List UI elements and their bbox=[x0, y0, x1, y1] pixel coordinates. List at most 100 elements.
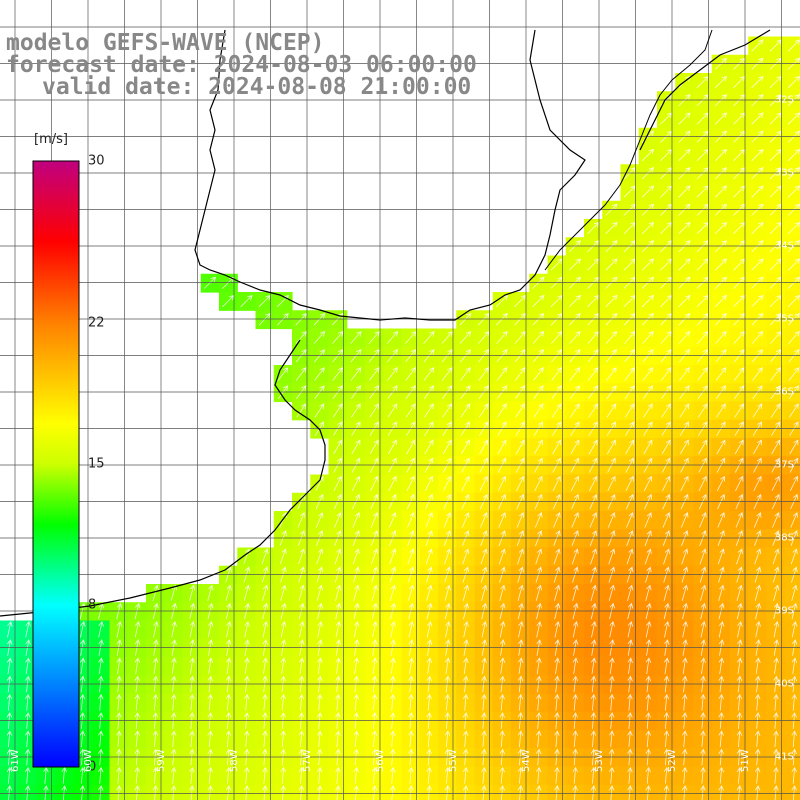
wind-speed-cell bbox=[547, 310, 567, 330]
wind-speed-cell bbox=[784, 255, 800, 275]
wind-speed-cell bbox=[711, 492, 731, 512]
wind-arrow bbox=[462, 584, 470, 601]
wind-arrow bbox=[587, 367, 599, 381]
wind-arrow bbox=[642, 367, 654, 381]
wind-speed-cell bbox=[766, 200, 786, 220]
wind-speed-cell bbox=[383, 438, 403, 457]
wind-arrow bbox=[444, 730, 451, 748]
wind-speed-cell bbox=[784, 73, 800, 92]
argentina-coastline bbox=[0, 339, 326, 617]
wind-speed-cell bbox=[328, 365, 348, 384]
wind-speed-cell bbox=[766, 54, 786, 74]
wind-arrow bbox=[606, 421, 617, 436]
wind-speed-cell bbox=[784, 784, 800, 800]
wind-arrow bbox=[481, 657, 487, 675]
wind-arrow bbox=[627, 584, 634, 601]
wind-arrow bbox=[407, 548, 415, 565]
wind-speed-cell bbox=[620, 456, 640, 476]
wind-speed-cell bbox=[547, 346, 567, 366]
wind-arrow bbox=[371, 657, 378, 675]
wind-arrow bbox=[591, 620, 597, 638]
wind-speed-cell bbox=[748, 91, 768, 111]
wind-speed-cell bbox=[766, 328, 786, 348]
wind-speed-cell bbox=[784, 401, 800, 421]
wind-arrow bbox=[280, 584, 287, 601]
wind-speed-cell bbox=[620, 438, 640, 457]
wind-arrow bbox=[733, 367, 745, 381]
wind-speed-cell bbox=[675, 273, 695, 293]
wind-arrow bbox=[153, 620, 159, 638]
wind-speed-cell bbox=[711, 91, 731, 111]
wind-arrow bbox=[459, 349, 472, 363]
wind-arrow bbox=[533, 385, 544, 400]
wind-arrow bbox=[752, 421, 763, 436]
wind-arrow bbox=[716, 421, 726, 436]
wind-speed-cell bbox=[401, 474, 421, 494]
wind-arrow bbox=[98, 620, 104, 638]
wind-arrow bbox=[80, 620, 86, 638]
wind-arrow bbox=[369, 439, 379, 455]
wind-speed-cell bbox=[565, 310, 585, 330]
wind-arrow bbox=[369, 385, 380, 400]
wind-speed-cell bbox=[730, 438, 749, 457]
wind-arrow bbox=[405, 349, 417, 363]
wind-arrow bbox=[661, 385, 672, 400]
wind-speed-cell bbox=[383, 492, 403, 512]
wind-speed-cell bbox=[365, 383, 384, 403]
wind-arrow bbox=[333, 439, 343, 455]
wind-speed-cell bbox=[511, 346, 530, 366]
wind-speed-cell bbox=[657, 346, 676, 366]
wind-speed-cell bbox=[711, 164, 731, 184]
wind-arrow bbox=[280, 693, 286, 711]
wind-speed-cell bbox=[711, 219, 731, 238]
wind-speed-cell bbox=[511, 365, 530, 384]
wind-arrow bbox=[734, 439, 744, 455]
wind-arrow bbox=[462, 766, 469, 784]
wind-speed-cell bbox=[784, 492, 800, 512]
wind-arrow bbox=[368, 349, 380, 363]
wind-arrow bbox=[426, 766, 432, 784]
wind-arrow bbox=[700, 766, 706, 784]
wind-arrow bbox=[572, 766, 578, 784]
wind-arrow bbox=[387, 439, 397, 455]
wind-speed-cell bbox=[675, 164, 695, 184]
wind-arrow bbox=[736, 693, 743, 711]
wind-arrow bbox=[444, 584, 451, 601]
wind-arrow bbox=[426, 657, 433, 675]
wind-arrow bbox=[535, 766, 542, 784]
wind-speed-cell bbox=[310, 492, 330, 512]
wind-arrow bbox=[481, 693, 487, 711]
wind-arrow bbox=[681, 766, 688, 784]
wind-arrow bbox=[678, 185, 691, 198]
wind-arrow bbox=[678, 221, 691, 235]
wind-arrow bbox=[298, 766, 305, 784]
wind-speed-cell bbox=[748, 146, 768, 165]
wind-speed-cell bbox=[784, 273, 800, 293]
wind-speed-cell bbox=[784, 730, 800, 749]
wind-arrow bbox=[152, 584, 159, 601]
wind-speed-cell bbox=[638, 255, 658, 275]
wind-arrow bbox=[481, 730, 487, 748]
wind-arrow bbox=[79, 766, 86, 784]
wind-arrow bbox=[552, 439, 562, 455]
wind-speed-cell bbox=[730, 456, 749, 476]
wind-arrow bbox=[460, 439, 470, 455]
wind-arrow bbox=[171, 620, 177, 638]
wind-arrow bbox=[462, 730, 469, 748]
wind-arrow bbox=[79, 730, 86, 748]
wind-arrow bbox=[317, 657, 323, 675]
wind-arrow bbox=[370, 512, 379, 528]
wind-arrow bbox=[589, 475, 598, 491]
wind-arrow bbox=[497, 475, 506, 491]
wind-speed-cell bbox=[748, 328, 768, 348]
wind-arrow bbox=[590, 766, 597, 784]
wind-arrow bbox=[679, 421, 690, 436]
wind-arrow bbox=[551, 330, 563, 344]
wind-arrow bbox=[405, 403, 416, 418]
wind-speed-cell bbox=[693, 565, 713, 585]
wind-speed-cell bbox=[602, 310, 622, 330]
wind-arrow bbox=[134, 766, 140, 784]
wind-speed-cell bbox=[638, 401, 658, 421]
wind-speed-cell bbox=[584, 383, 603, 403]
wind-speed-cell bbox=[602, 328, 622, 348]
